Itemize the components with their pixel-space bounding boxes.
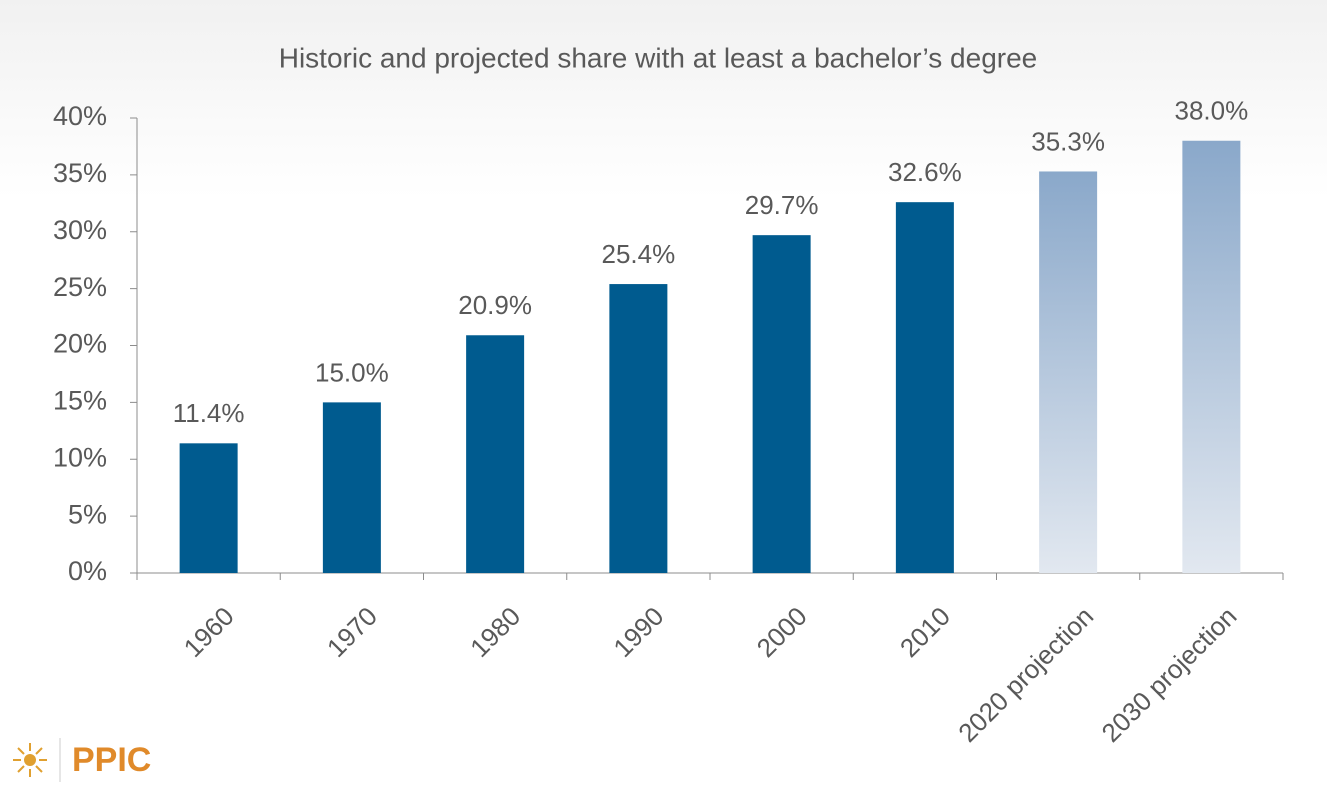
bar bbox=[1182, 140, 1241, 573]
chart-title: Historic and projected share with at lea… bbox=[279, 42, 1038, 73]
value-label: 11.4% bbox=[173, 398, 245, 428]
y-tick-label: 15% bbox=[53, 386, 107, 416]
value-label: 25.4% bbox=[602, 239, 676, 269]
y-tick-label: 10% bbox=[53, 442, 107, 472]
bar bbox=[322, 402, 381, 573]
y-tick-label: 0% bbox=[68, 556, 107, 586]
bar bbox=[179, 443, 238, 573]
y-tick-label: 20% bbox=[53, 329, 107, 359]
bar bbox=[609, 284, 668, 573]
bar bbox=[895, 202, 954, 574]
bar bbox=[466, 335, 525, 573]
logo-icon bbox=[13, 743, 47, 777]
bar bbox=[1039, 171, 1098, 573]
value-label: 20.9% bbox=[458, 290, 532, 320]
value-label: 29.7% bbox=[745, 190, 819, 220]
y-tick-label: 25% bbox=[53, 272, 107, 302]
value-label: 35.3% bbox=[1031, 126, 1105, 156]
y-tick-label: 40% bbox=[53, 101, 107, 131]
y-tick-label: 30% bbox=[53, 215, 107, 245]
value-label: 15.0% bbox=[315, 357, 389, 387]
y-tick-label: 35% bbox=[53, 158, 107, 188]
bar bbox=[752, 235, 811, 573]
value-label: 38.0% bbox=[1175, 96, 1249, 126]
logo-text: PPIC bbox=[72, 741, 151, 779]
value-label: 32.6% bbox=[888, 157, 962, 187]
y-tick-label: 5% bbox=[68, 499, 107, 529]
